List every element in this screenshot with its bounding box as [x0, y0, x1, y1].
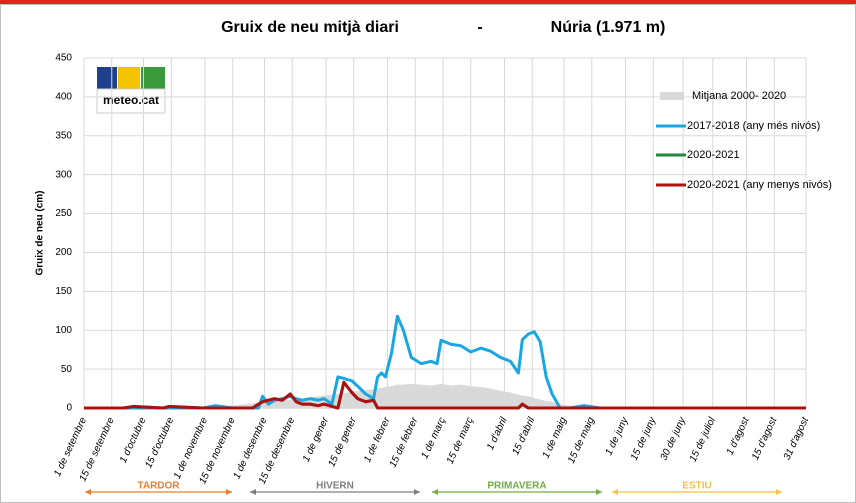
y-tick-label: 50 [61, 364, 73, 375]
x-tick-label: 15 de gener [326, 415, 359, 469]
x-tick-label: 15 d'octubre [143, 415, 176, 470]
x-tick-label: 15 de març [445, 416, 476, 466]
x-tick-label: 1 de febrer [362, 415, 393, 464]
arrow-head [414, 489, 420, 495]
legend-label: 2017-2018 (any més nivós) [687, 120, 820, 132]
area [84, 383, 806, 408]
x-tick-label: 30 de juny [659, 415, 689, 462]
season-label: HIVERN [316, 481, 354, 492]
x-tick-label: 15 d'abril [510, 415, 537, 457]
y-tick-label: 250 [55, 208, 72, 219]
arrow-head [596, 489, 602, 495]
x-tick-label: 1 d'abril [485, 415, 510, 452]
line [84, 380, 806, 410]
y-tick-label: 350 [55, 130, 72, 141]
x-tick-label: 1 de maig [541, 415, 570, 460]
season-label: ESTIU [682, 481, 711, 492]
x-tick-label: 15 de juny [629, 415, 659, 462]
arrow-head [226, 489, 232, 495]
x-tick-label: 1 de juny [603, 415, 631, 457]
x-tick-label: 15 de juliol [688, 415, 719, 464]
legend-label: 2020-2021 (any menys nivós) [687, 179, 832, 191]
y-tick-label: 200 [55, 247, 72, 258]
x-tick-label: 15 de maig [566, 415, 597, 465]
x-tick-label: 1 de març [419, 416, 448, 461]
x-tick-label: 1 de gener [301, 415, 331, 464]
arrow-head [85, 489, 91, 495]
chart-title: Gruix de neu mitjà diari [221, 19, 399, 36]
x-tick-label: 15 de febrer [388, 415, 421, 469]
y-tick-label: 300 [55, 169, 72, 180]
y-tick-label: 400 [55, 92, 72, 103]
arrow-head [432, 489, 438, 495]
title-separator: - [477, 19, 482, 36]
x-tick-label: 1 d'octubre [118, 415, 149, 465]
x-tick-label: 1 d'agost [725, 415, 753, 457]
y-tick-label: 450 [55, 53, 72, 64]
legend-label: Mitjana 2000- 2020 [692, 90, 786, 102]
y-axis-label: Gruix de neu (cm) [35, 190, 46, 275]
arrow-head [776, 489, 782, 495]
x-tick-label: 15 d'agost [750, 415, 780, 462]
arrow-head [612, 489, 618, 495]
y-tick-label: 150 [55, 286, 72, 297]
legend-label: 2020-2021 [687, 149, 740, 161]
legend-swatch [660, 92, 684, 100]
logo: meteo.cat [96, 67, 166, 114]
y-tick-label: 100 [55, 325, 72, 336]
season-label: TARDOR [137, 481, 180, 492]
arrow-head [250, 489, 256, 495]
line [84, 314, 806, 410]
top-bar [0, 0, 856, 4]
x-tick-label: 31 d'agost [782, 415, 812, 462]
chart-subtitle: Núria (1.971 m) [551, 19, 666, 36]
season-label: PRIMAVERA [487, 481, 546, 492]
y-tick-label: 0 [66, 403, 72, 414]
